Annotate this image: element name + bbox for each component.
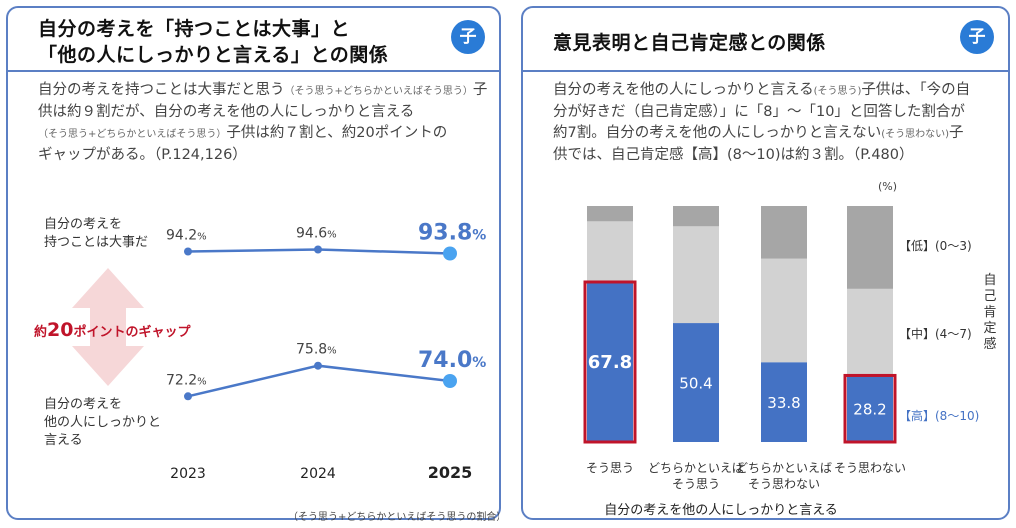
y-axis-label-char: 自: [983, 273, 996, 288]
bar-segment: [587, 206, 633, 222]
series-line: [187, 364, 451, 398]
right-panel-header: 意見表明と自己肯定感との関係 子: [523, 8, 1008, 72]
series-label-line: 持つことは大事だ: [44, 235, 148, 250]
bar-segment: [587, 221, 633, 282]
data-point: [314, 245, 322, 254]
bar-value-label: 28.2: [853, 401, 886, 419]
left-panel: 自分の考えを「持つことは大事」と 「他の人にしっかりと言える」との関係 子 自分…: [6, 6, 501, 523]
data-label: 72.2%: [166, 372, 207, 388]
desc-note2: （そう思う+どちらかといえばそう思う）: [38, 129, 227, 140]
data-point: [443, 374, 457, 388]
data-point: [443, 246, 457, 261]
y-axis-label-char: 己: [983, 289, 996, 304]
legend-mid: 【中】(4〜7): [899, 326, 972, 341]
bar-segment: [847, 206, 893, 289]
right-title: 意見表明と自己肯定感との関係: [553, 32, 826, 54]
gap-arrow: [72, 268, 144, 386]
left-title-line1: 自分の考えを「持つことは大事」と: [38, 18, 351, 40]
bar-segment: [673, 226, 719, 324]
data-label: 94.2%: [166, 228, 207, 244]
desc-line4: 供では、自己肯定感【高】(8〜10)は約３割。（P.480）: [553, 147, 914, 163]
desc-part4: ギャップがある。（P.124,126）: [38, 147, 247, 163]
desc-line3-note: (そう思わない): [881, 129, 950, 140]
bar-segment: [761, 258, 807, 363]
data-point: [184, 247, 192, 256]
bar-segment: [761, 206, 807, 259]
bar-segment: [847, 375, 893, 442]
data-label: 75.8%: [296, 342, 337, 358]
left-title-line2: 「他の人にしっかりと言える」との関係: [38, 44, 389, 66]
x-axis-label: 自分の考えを他の人にしっかりと言える: [604, 503, 838, 518]
stacked-bar-chart: (%)67.8そう思う50.4どちらかといえばそう思う33.8どちらかといえばそ…: [583, 180, 997, 518]
y-axis-label-char: 肯: [983, 305, 996, 320]
bar-segment: [673, 206, 719, 227]
bar-segment: [761, 362, 807, 442]
bar-value-label: 67.8: [588, 352, 632, 373]
child-badge: 子: [960, 20, 994, 54]
desc-note1: （そう思う+どちらかといえばそう思う）: [284, 86, 473, 97]
x-tick-label: 2024: [300, 466, 336, 482]
right-panel: 意見表明と自己肯定感との関係 子 自分の考えを他の人にしっかりと言える(そう思う…: [521, 6, 1010, 520]
data-point: [314, 361, 322, 370]
x-tick-label: 2025: [428, 463, 473, 482]
category-label: そう思う: [672, 477, 720, 491]
desc-line1a: 自分の考えを他の人にしっかりと言える: [553, 82, 814, 98]
unit-label: (%): [878, 180, 897, 193]
desc-line2: 分が好きだ（自己肯定感）」に「8」〜「10」と回答した割合が: [553, 104, 965, 120]
category-label: そう思う: [586, 461, 634, 475]
desc-line3a: 約7割。自分の考えを他の人にしっかりと言えない: [553, 125, 882, 141]
left-description: 自分の考えを持つことは大事だと思う（そう思う+どちらかといえばそう思う）子供は約…: [38, 80, 488, 166]
data-label: 74.0%: [418, 348, 486, 373]
left-panel-header: 自分の考えを「持つことは大事」と 「他の人にしっかりと言える」との関係 子: [8, 8, 499, 72]
category-label: どちらかといえば: [648, 461, 744, 475]
y-axis-label-char: 感: [983, 336, 996, 352]
x-tick-label: 2023: [170, 466, 206, 482]
y-axis-label-char: 定: [983, 321, 996, 336]
gap-label: 約20ポイントのギャップ: [34, 319, 191, 341]
child-badge: 子: [451, 20, 485, 54]
bar-value-label: 33.8: [767, 394, 800, 412]
series-label-line: 他の人にしっかりと: [44, 415, 161, 430]
data-point: [184, 392, 192, 401]
bar-segment: [673, 323, 719, 442]
desc-line1-note: (そう思う): [813, 86, 862, 97]
bar-segment: [847, 288, 893, 376]
legend-low: 【低】(0〜3): [899, 239, 972, 253]
bar-segment: [587, 281, 633, 442]
desc-line1b: 子供は、「今の自: [861, 82, 971, 98]
desc-part1: 自分の考えを持つことは大事だと思う: [38, 82, 285, 98]
data-label: 94.6%: [296, 226, 337, 242]
data-label: 93.8%: [418, 221, 486, 246]
desc-part2: 子供は約９割だが、自分の考えを他の人にしっかりと言える: [38, 82, 488, 120]
footnote: （そう思う+どちらかといえばそう思うの割合）: [288, 510, 499, 523]
desc-line3b: 子: [949, 125, 964, 141]
category-label: そう思わない: [748, 477, 820, 491]
series-label-line: 言える: [44, 433, 83, 448]
highlight-box: [583, 280, 637, 444]
highlight-box: [843, 373, 897, 444]
series-label-line: 自分の考えを: [44, 397, 122, 412]
desc-part3: 子供は約７割と、約20ポイントの: [226, 125, 448, 141]
category-label: どちらかといえば: [736, 461, 832, 475]
legend-high: 【高】(8〜10): [899, 408, 979, 423]
bar-value-label: 50.4: [679, 375, 712, 393]
category-label: そう思わない: [834, 461, 906, 475]
right-description: 自分の考えを他の人にしっかりと言える(そう思う)子供は、「今の自分が好きだ（自己…: [553, 80, 998, 166]
series-label-line: 自分の考えを: [44, 217, 122, 232]
